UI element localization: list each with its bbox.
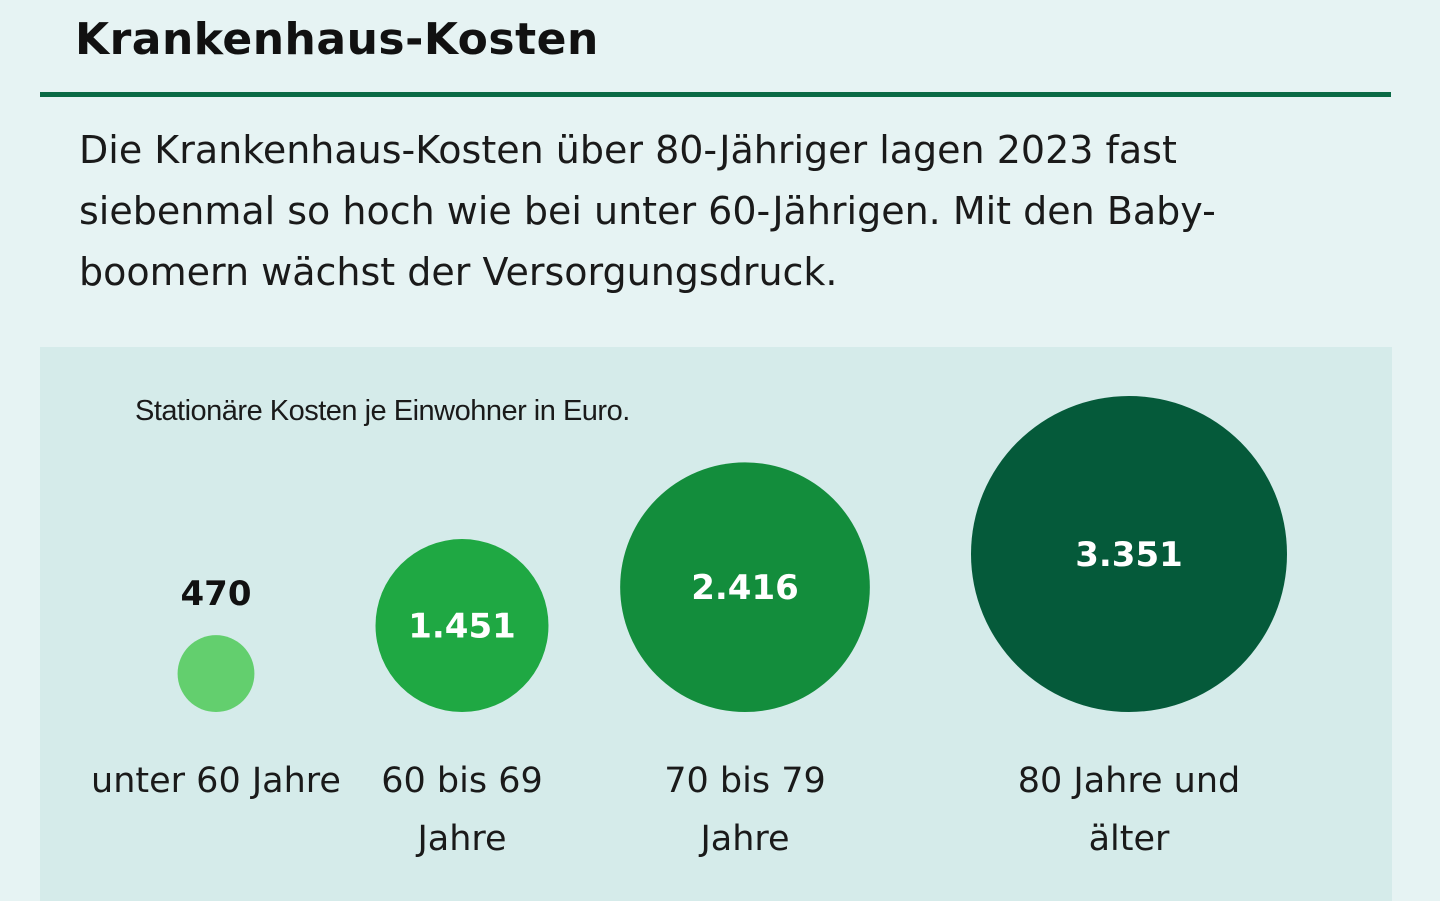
- page-subtitle: Die Krankenhaus-Kosten über 80-Jähriger …: [79, 128, 1216, 294]
- category-label-4: 80 Jahre und älter: [1017, 761, 1241, 859]
- category-label-2: 60 bis 69 Jahre: [381, 761, 543, 859]
- bubble-1: [177, 635, 255, 712]
- bubble-chart: 470 1.451 2.416 3.351: [177, 396, 1287, 712]
- bubble-value-label-1: 470: [181, 574, 252, 614]
- bubble-3: [620, 462, 870, 712]
- category-label-3: 70 bis 79 Jahre: [664, 761, 826, 859]
- bubble-2: [375, 539, 549, 712]
- chart-panel: Stationäre Kosten je Einwohner in Euro. …: [40, 347, 1392, 901]
- bubble-4: [971, 396, 1287, 712]
- chart-note: Stationäre Kosten je Einwohner in Euro.: [135, 395, 630, 427]
- page-title: Krankenhaus-Kosten: [75, 14, 599, 65]
- bubble-value-label-2: 1.451: [408, 607, 516, 647]
- bubble-value-label-3: 2.416: [691, 568, 799, 608]
- title-divider: [40, 92, 1391, 97]
- bubble-value-label-4: 3.351: [1075, 535, 1183, 575]
- category-label-1: unter 60 Jahre: [91, 761, 341, 801]
